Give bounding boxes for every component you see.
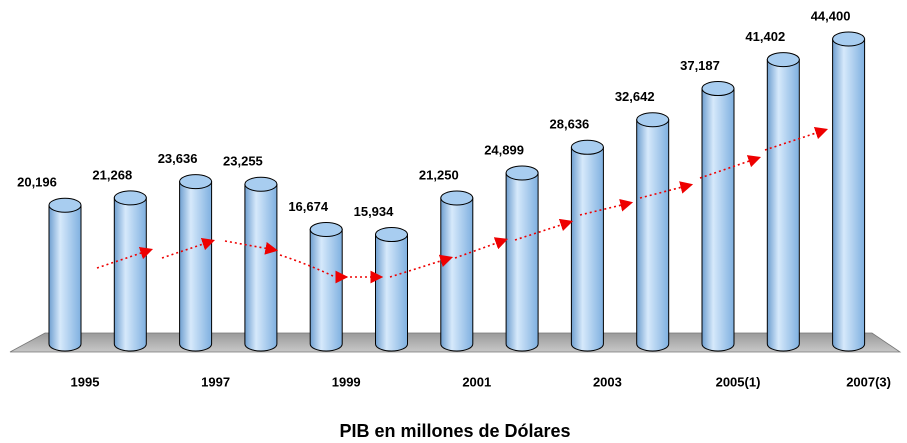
bar-body bbox=[832, 38, 866, 352]
bar-body bbox=[48, 204, 82, 352]
bar-top bbox=[113, 190, 147, 206]
bar bbox=[766, 52, 800, 352]
value-label: 23,255 bbox=[223, 154, 263, 169]
bar bbox=[48, 197, 82, 352]
bar bbox=[375, 227, 408, 352]
bar-top bbox=[244, 176, 278, 192]
bar-top bbox=[309, 221, 343, 237]
value-label: 21,268 bbox=[92, 167, 132, 182]
value-label: 44,400 bbox=[811, 8, 851, 23]
bar-top bbox=[570, 139, 604, 155]
bar bbox=[832, 31, 866, 352]
bar bbox=[701, 81, 735, 352]
bar-top bbox=[832, 31, 866, 47]
bar-body bbox=[440, 197, 474, 352]
value-label: 21,250 bbox=[419, 167, 459, 182]
value-label: 28,636 bbox=[550, 117, 590, 132]
bar bbox=[244, 176, 278, 352]
trend-arrow bbox=[224, 240, 279, 255]
bar-body bbox=[179, 181, 213, 352]
bar-body bbox=[309, 228, 343, 352]
x-tick-label: 2005(1) bbox=[716, 374, 761, 389]
x-tick-label: 2007(3) bbox=[846, 374, 891, 389]
value-label: 32,642 bbox=[615, 89, 655, 104]
trend-arrow bbox=[389, 254, 454, 278]
trend-arrow bbox=[96, 247, 154, 269]
trend-arrows bbox=[96, 126, 829, 284]
bars bbox=[48, 31, 866, 352]
value-label: 37,187 bbox=[680, 58, 720, 73]
bar-body bbox=[701, 88, 735, 352]
chart-title: PIB en millones de Dólares bbox=[339, 421, 570, 441]
value-label: 15,934 bbox=[354, 204, 395, 219]
trend-arrow bbox=[454, 237, 509, 259]
value-label: 23,636 bbox=[158, 151, 198, 166]
bar-body bbox=[570, 146, 604, 352]
bar-top bbox=[636, 112, 670, 128]
bar bbox=[505, 165, 539, 352]
trend-arrow bbox=[639, 181, 694, 199]
bar-body bbox=[636, 119, 670, 352]
bar bbox=[113, 190, 147, 352]
bar bbox=[636, 112, 670, 352]
bar-top bbox=[48, 197, 82, 213]
bar-top bbox=[440, 190, 474, 206]
trend-arrow bbox=[279, 254, 349, 284]
bar bbox=[179, 174, 213, 352]
trend-arrow bbox=[579, 199, 634, 216]
trend-arrow bbox=[764, 126, 829, 151]
value-label: 20,196 bbox=[17, 175, 57, 190]
trend-arrow bbox=[161, 238, 216, 259]
x-tick-label: 1999 bbox=[332, 374, 361, 389]
bar-body bbox=[375, 234, 408, 352]
bar-top bbox=[179, 174, 213, 190]
trend-arrow bbox=[699, 155, 762, 179]
x-tick-label: 1995 bbox=[71, 374, 100, 389]
bar-top bbox=[375, 227, 408, 243]
value-label: 24,899 bbox=[484, 142, 524, 157]
x-tick-label: 2001 bbox=[462, 374, 491, 389]
x-tick-label: 2003 bbox=[593, 374, 622, 389]
value-label: 16,674 bbox=[288, 199, 329, 214]
bar bbox=[309, 221, 343, 352]
bar-top bbox=[701, 81, 735, 97]
bar-body bbox=[244, 183, 278, 352]
value-label: 41,402 bbox=[745, 29, 785, 44]
bar-top bbox=[766, 52, 800, 68]
bar-body bbox=[113, 197, 147, 352]
bar-body bbox=[505, 172, 539, 352]
bar-body bbox=[766, 59, 800, 352]
bar-top bbox=[505, 165, 539, 181]
bar bbox=[440, 190, 474, 352]
x-tick-label: 1997 bbox=[201, 374, 230, 389]
bar bbox=[570, 139, 604, 352]
